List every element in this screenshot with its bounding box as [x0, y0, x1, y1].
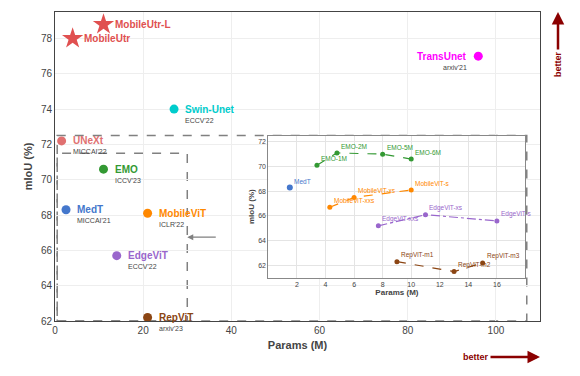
- svg-text:EdgeViT-s: EdgeViT-s: [501, 210, 532, 218]
- svg-text:arxiv'21: arxiv'21: [443, 64, 467, 71]
- svg-text:12: 12: [436, 281, 444, 288]
- svg-text:RepViT: RepViT: [159, 312, 193, 323]
- svg-text:MICCAI'22: MICCAI'22: [73, 148, 107, 155]
- svg-text:ICCV'23: ICCV'23: [115, 177, 141, 184]
- svg-text:0: 0: [52, 325, 58, 336]
- svg-text:68: 68: [41, 210, 53, 221]
- svg-text:MobileViT-xxs: MobileViT-xxs: [334, 197, 375, 204]
- svg-text:64: 64: [41, 280, 53, 291]
- svg-text:MedT: MedT: [294, 178, 311, 185]
- svg-text:EdgeViT-xs: EdgeViT-xs: [429, 204, 463, 212]
- svg-text:EMO-1M: EMO-1M: [321, 155, 347, 162]
- svg-text:66: 66: [41, 245, 53, 256]
- svg-text:EMO: EMO: [115, 164, 138, 175]
- svg-text:68: 68: [258, 188, 266, 195]
- svg-text:UNeXt: UNeXt: [73, 135, 104, 146]
- svg-text:EdgeViT-xxs: EdgeViT-xxs: [382, 215, 419, 223]
- svg-text:20: 20: [138, 325, 150, 336]
- svg-text:arxiv'23: arxiv'23: [159, 325, 183, 332]
- svg-text:70: 70: [258, 163, 266, 170]
- svg-text:72: 72: [41, 139, 53, 150]
- svg-text:Params (M): Params (M): [375, 288, 418, 297]
- svg-text:MedT: MedT: [77, 204, 103, 215]
- svg-text:MobileUtr: MobileUtr: [84, 33, 130, 44]
- svg-text:Swin-Unet: Swin-Unet: [185, 104, 235, 115]
- svg-text:MobileUtr-L: MobileUtr-L: [115, 19, 171, 30]
- svg-text:EMO-6M: EMO-6M: [415, 149, 441, 156]
- svg-text:RepViT-m1: RepViT-m1: [401, 251, 434, 259]
- svg-text:mIoU (%): mIoU (%): [247, 189, 256, 224]
- svg-text:MobileViT-s: MobileViT-s: [415, 180, 450, 187]
- svg-text:mIoU (%): mIoU (%): [22, 142, 34, 190]
- svg-text:6: 6: [352, 281, 356, 288]
- svg-text:70: 70: [41, 174, 53, 185]
- svg-text:MobileViT-xs: MobileViT-xs: [358, 187, 396, 194]
- svg-text:better: better: [463, 352, 489, 362]
- svg-text:74: 74: [41, 104, 53, 115]
- svg-text:78: 78: [41, 33, 53, 44]
- svg-text:2: 2: [295, 281, 299, 288]
- svg-text:MICCAI'21: MICCAI'21: [77, 217, 111, 224]
- svg-text:4: 4: [324, 281, 328, 288]
- svg-text:ECCV'22: ECCV'22: [128, 263, 157, 270]
- svg-text:EMO-2M: EMO-2M: [341, 143, 367, 150]
- svg-text:40: 40: [226, 325, 238, 336]
- svg-text:better: better: [553, 51, 563, 77]
- svg-text:100: 100: [488, 325, 505, 336]
- svg-text:76: 76: [41, 68, 53, 79]
- svg-text:Params (M): Params (M): [268, 339, 328, 351]
- svg-text:64: 64: [258, 237, 266, 244]
- svg-text:EMO-5M: EMO-5M: [387, 144, 413, 151]
- svg-text:8: 8: [381, 281, 385, 288]
- svg-text:10: 10: [407, 281, 415, 288]
- svg-text:ECCV'22: ECCV'22: [185, 117, 214, 124]
- svg-text:62: 62: [41, 316, 53, 327]
- svg-text:14: 14: [464, 281, 472, 288]
- svg-text:80: 80: [402, 325, 414, 336]
- svg-text:ICLR'22: ICLR'22: [159, 221, 184, 228]
- svg-text:16: 16: [493, 281, 501, 288]
- svg-text:MobileViT: MobileViT: [159, 208, 206, 219]
- svg-text:72: 72: [258, 138, 266, 145]
- svg-text:EdgeViT: EdgeViT: [128, 250, 168, 261]
- svg-text:TransUnet: TransUnet: [417, 51, 467, 62]
- svg-text:62: 62: [258, 262, 266, 269]
- svg-text:60: 60: [314, 325, 326, 336]
- svg-text:66: 66: [258, 212, 266, 219]
- svg-text:RepViT-m3: RepViT-m3: [487, 252, 520, 260]
- svg-text:RepViT-m2: RepViT-m2: [458, 261, 491, 269]
